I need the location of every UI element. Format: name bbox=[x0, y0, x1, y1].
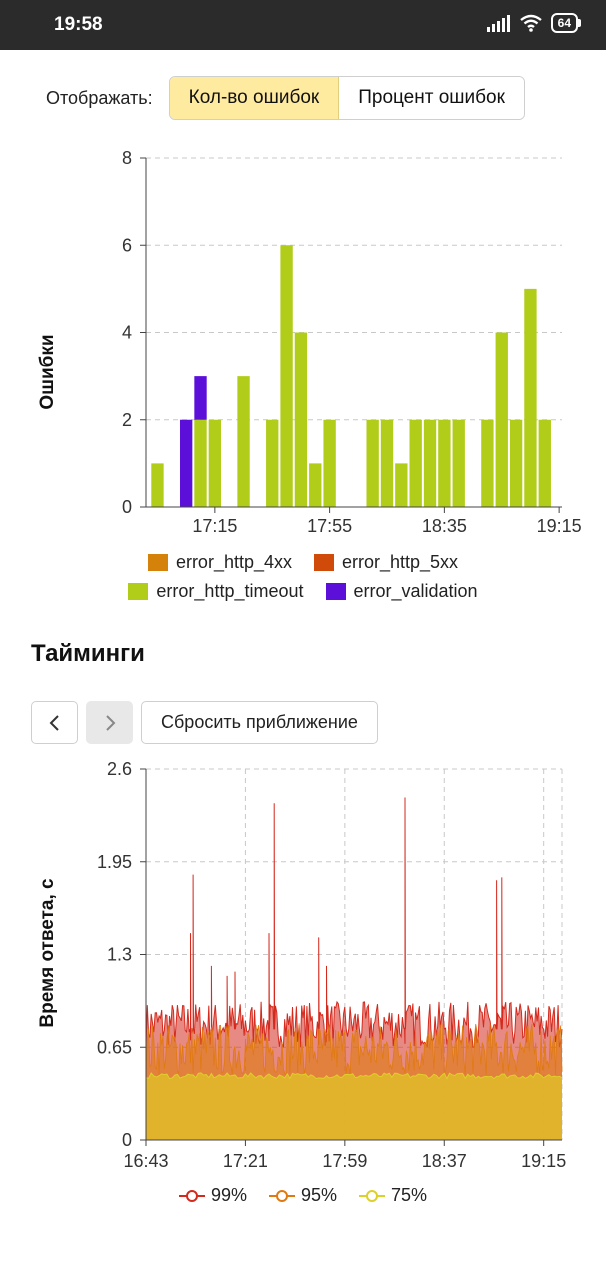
timings-nav: Сбросить приближение bbox=[31, 701, 378, 744]
x-tick-label: 17:21 bbox=[223, 1151, 268, 1171]
y-tick-label: 1.95 bbox=[97, 852, 132, 872]
y-tick-label: 0.65 bbox=[97, 1037, 132, 1057]
next-button[interactable] bbox=[86, 701, 133, 744]
timings-title: Тайминги bbox=[31, 640, 145, 667]
legend-label: 75% bbox=[391, 1185, 428, 1205]
errors-legend: error_http_4xx error_http_5xx error_http… bbox=[0, 552, 606, 610]
line-p95 bbox=[145, 1023, 563, 1076]
status-bar: 19:58 64 bbox=[0, 0, 606, 50]
x-tick-label: 19:15 bbox=[537, 516, 582, 536]
y-tick-label: 1.3 bbox=[107, 945, 132, 965]
errors-chart-svg: 0 2 4 6 8 17:15 17:55 18:35 19:15 Ошибки bbox=[37, 148, 582, 536]
display-mode-row: Отображать: Кол-во ошибок Процент ошибок bbox=[46, 76, 525, 120]
timings-chart: 0 0.65 1.3 1.95 2.6 16:43 17:21 17:59 18:37 19:15… bbox=[0, 755, 606, 1175]
y-tick-label: 4 bbox=[122, 323, 132, 343]
display-mode-toggle: Кол-во ошибок Процент ошибок bbox=[168, 76, 525, 120]
x-tick-label: 16:43 bbox=[123, 1151, 168, 1171]
bar-error_http_timeout bbox=[423, 419, 437, 507]
legend-swatch bbox=[128, 583, 149, 600]
legend-item-p75[interactable]: 75% bbox=[359, 1185, 427, 1206]
legend-item-p99[interactable]: 99% bbox=[178, 1185, 247, 1206]
status-time: 19:58 bbox=[54, 14, 103, 35]
display-mode-label: Отображать: bbox=[46, 87, 153, 108]
error-percent-button[interactable]: Процент ошибок bbox=[339, 77, 524, 119]
reset-zoom-button[interactable]: Сбросить приближение bbox=[141, 701, 378, 744]
y-tick-label: 0 bbox=[122, 1130, 132, 1150]
bar-error_http_timeout bbox=[194, 419, 207, 507]
x-tick-label: 17:55 bbox=[307, 516, 352, 536]
legend-marker bbox=[178, 1189, 205, 1202]
x-tick-label: 18:37 bbox=[422, 1151, 467, 1171]
y-tick-label: 0 bbox=[122, 497, 132, 517]
legend-label: error_validation bbox=[353, 581, 478, 601]
legend-label: error_http_timeout bbox=[156, 581, 304, 601]
bar-error_http_timeout bbox=[208, 419, 222, 507]
bar-error_http_timeout bbox=[309, 463, 322, 507]
x-tick-label: 17:59 bbox=[322, 1151, 367, 1171]
errors-chart: 0 2 4 6 8 17:15 17:55 18:35 19:15 Ошибки bbox=[0, 140, 606, 545]
chevron-right-icon bbox=[105, 714, 115, 731]
legend-label: error_http_5xx bbox=[342, 552, 459, 572]
battery-level: 64 bbox=[557, 16, 571, 30]
legend-item-http-timeout[interactable]: error_http_timeout bbox=[128, 581, 304, 602]
y-tick-label: 6 bbox=[122, 235, 132, 255]
legend-item-validation[interactable]: error_validation bbox=[325, 581, 478, 602]
bar-error_validation bbox=[194, 376, 207, 420]
x-tick-label: 19:15 bbox=[521, 1151, 566, 1171]
bar-error_http_timeout bbox=[366, 419, 379, 507]
bar-error_http_timeout bbox=[266, 419, 279, 507]
bar-error_http_timeout bbox=[524, 288, 537, 507]
bar-error_http_timeout bbox=[237, 376, 250, 507]
wifi-icon bbox=[519, 14, 542, 32]
error-count-button[interactable]: Кол-во ошибок bbox=[169, 77, 340, 119]
timings-y-axis-label: Время ответа, с bbox=[37, 878, 58, 1028]
bar-error_http_timeout bbox=[280, 245, 293, 507]
bar-error_http_timeout bbox=[481, 419, 494, 507]
bar-error_http_timeout bbox=[452, 419, 465, 507]
bar-error_http_timeout bbox=[509, 419, 523, 507]
area-p75 bbox=[146, 1072, 562, 1140]
errors-y-axis-label: Ошибки bbox=[37, 334, 58, 409]
legend-item-http-5xx[interactable]: error_http_5xx bbox=[314, 552, 458, 573]
legend-swatch bbox=[314, 554, 334, 571]
bar-error_http_timeout bbox=[438, 419, 451, 507]
line-p75 bbox=[145, 1072, 563, 1080]
bar-error_http_timeout bbox=[151, 463, 164, 507]
timings-chart-svg: 0 0.65 1.3 1.95 2.6 16:43 17:21 17:59 18:37 19:15… bbox=[37, 759, 566, 1171]
bar-error_http_timeout bbox=[495, 332, 508, 507]
legend-marker bbox=[268, 1189, 295, 1202]
bar-error_http_timeout bbox=[380, 419, 394, 507]
legend-item-p95[interactable]: 95% bbox=[268, 1185, 338, 1206]
y-tick-label: 8 bbox=[122, 148, 132, 168]
legend-item-http-4xx[interactable]: error_http_4xx bbox=[147, 552, 292, 573]
status-icons: 64 bbox=[486, 13, 582, 33]
previous-button[interactable] bbox=[31, 701, 78, 744]
legend-label: 99% bbox=[210, 1185, 247, 1205]
line-p99 bbox=[145, 797, 563, 1048]
legend-label: error_http_4xx bbox=[175, 552, 292, 572]
legend-label: 95% bbox=[300, 1185, 338, 1205]
bar-error_http_timeout bbox=[538, 419, 551, 507]
bar-error_http_timeout bbox=[323, 419, 336, 507]
y-tick-label: 2.6 bbox=[107, 759, 132, 779]
timings-legend: 99% 95% 75% bbox=[0, 1185, 606, 1206]
legend-swatch bbox=[325, 583, 346, 600]
bar-error_validation bbox=[179, 419, 193, 507]
x-tick-label: 17:15 bbox=[192, 516, 237, 536]
chevron-left-icon bbox=[49, 714, 59, 731]
y-tick-label: 2 bbox=[122, 410, 132, 430]
bar-error_http_timeout bbox=[395, 463, 408, 507]
legend-swatch bbox=[147, 554, 168, 571]
bar-error_http_timeout bbox=[409, 419, 422, 507]
legend-marker bbox=[359, 1189, 386, 1202]
x-tick-label: 18:35 bbox=[422, 516, 467, 536]
bar-error_http_timeout bbox=[294, 332, 308, 507]
battery-icon: 64 bbox=[550, 13, 582, 33]
signal-icon bbox=[486, 15, 510, 32]
